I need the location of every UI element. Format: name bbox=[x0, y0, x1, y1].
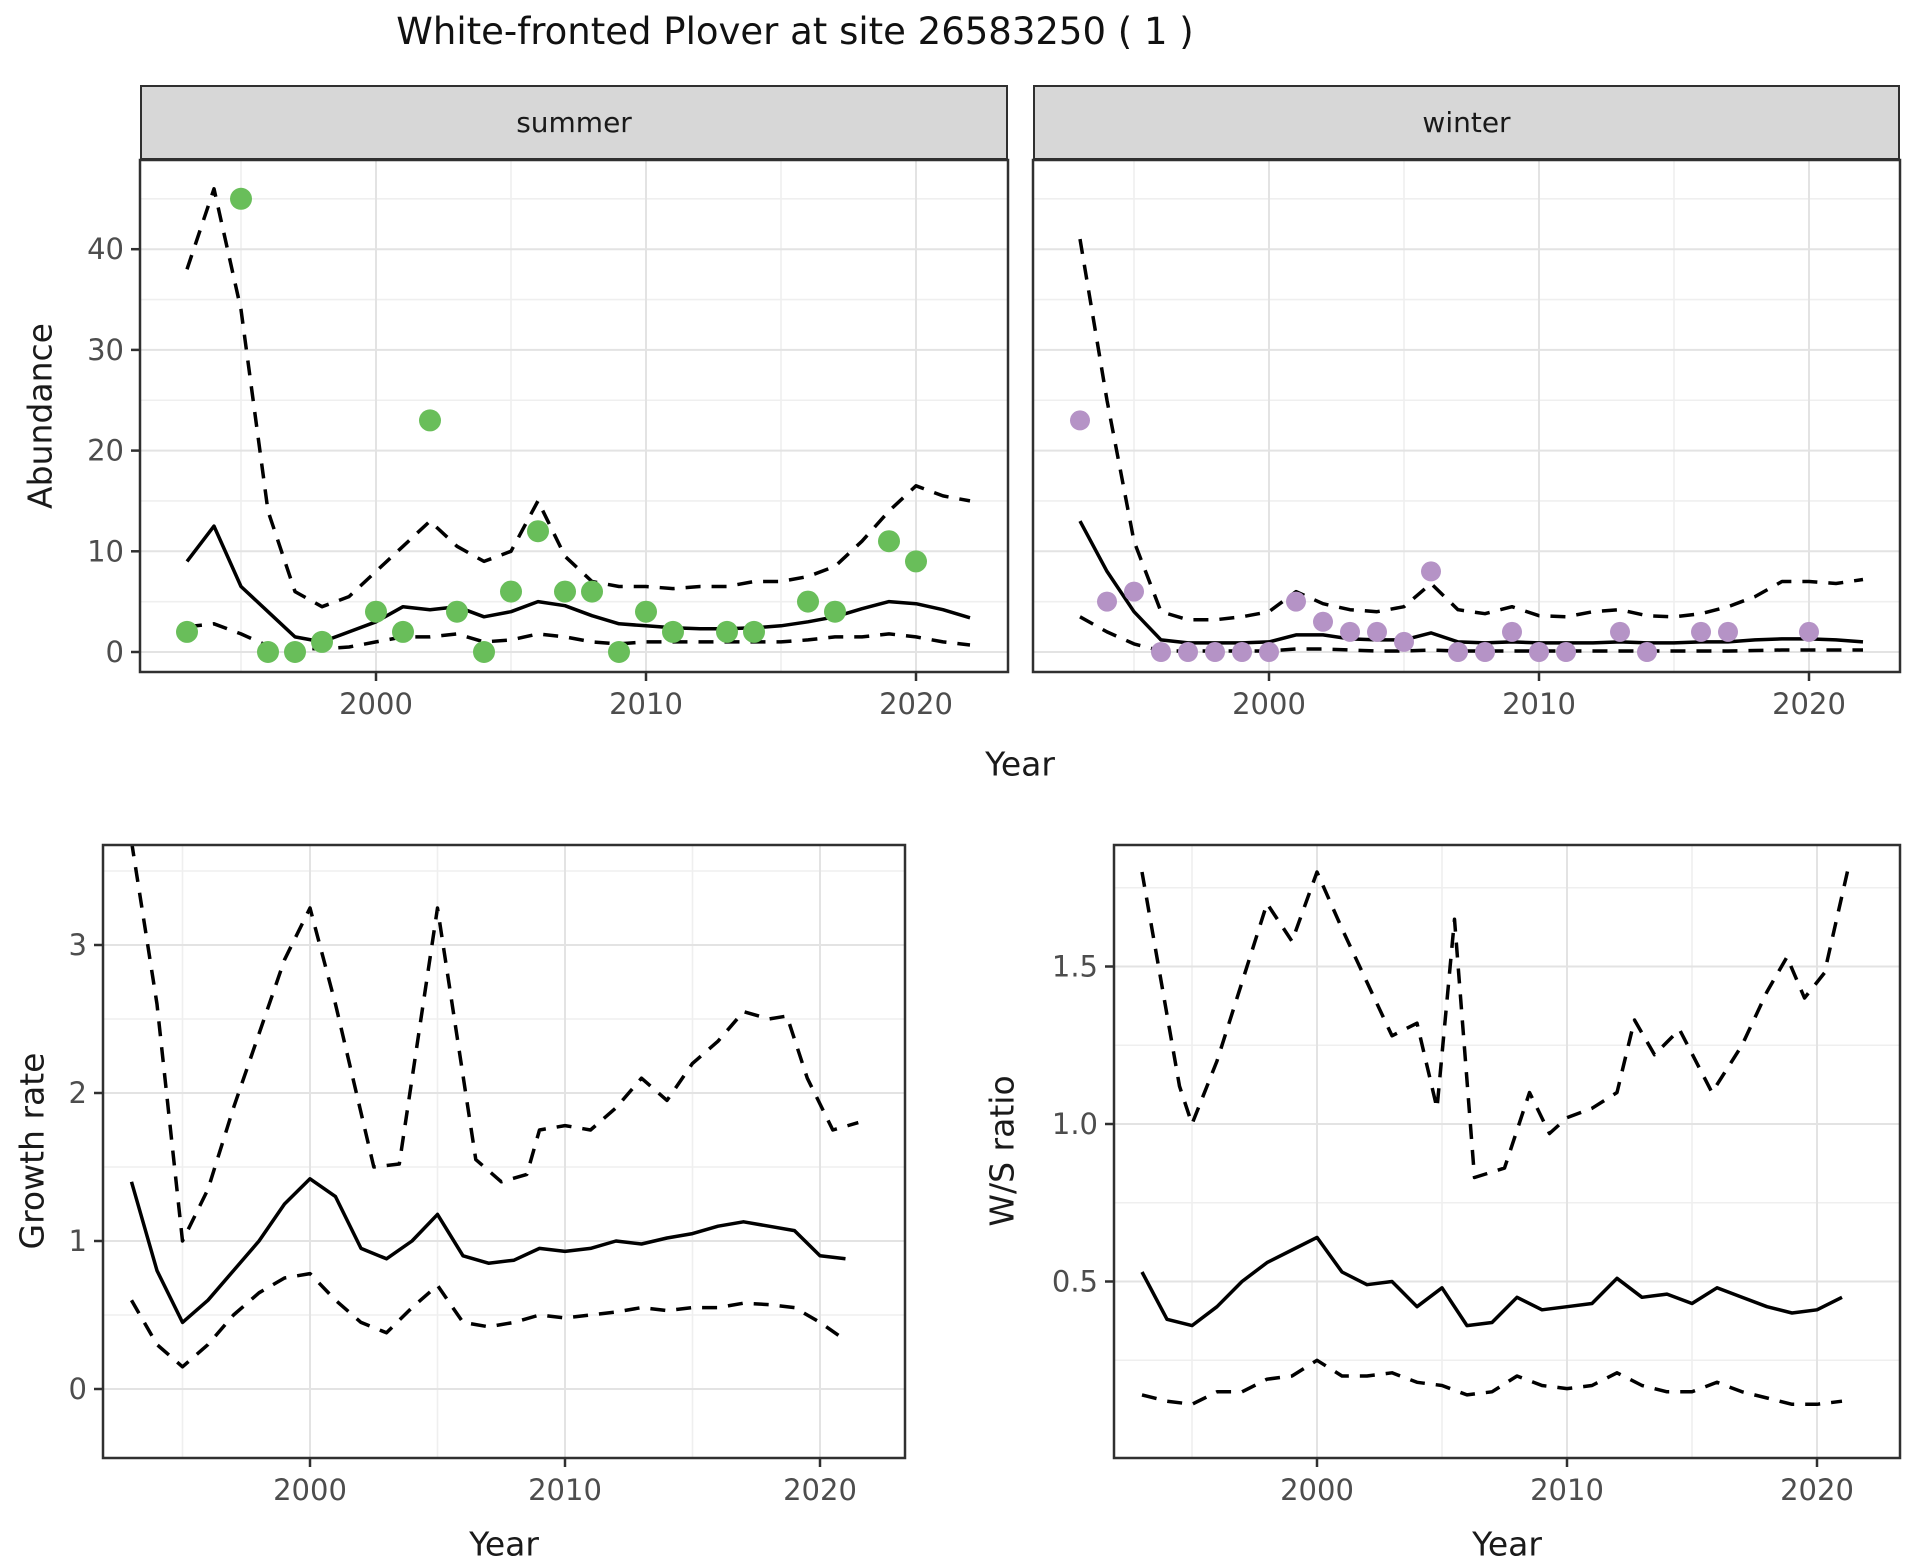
series-group bbox=[129, 845, 859, 1369]
y-tick-label: 0 bbox=[106, 635, 124, 669]
facet-strip-winter-label: winter bbox=[1422, 106, 1511, 139]
facet-strip-summer-label: summer bbox=[516, 106, 632, 139]
page-title: White-fronted Plover at site 26583250 ( … bbox=[396, 10, 1194, 53]
series-line-upper95 bbox=[1140, 862, 1852, 1180]
data-point-abundance_summer bbox=[662, 620, 684, 643]
panel-abundance_winter: 2000 2010 2020 bbox=[1031, 158, 1902, 721]
y-tick-label: 0 bbox=[69, 1372, 87, 1406]
data-point-abundance_winter bbox=[1718, 621, 1738, 642]
data-point-abundance_winter bbox=[1286, 591, 1306, 612]
y-tick-label: 3 bbox=[69, 928, 87, 962]
data-point-abundance_winter bbox=[1205, 642, 1225, 662]
y-tick-label: 1.0 bbox=[1052, 1107, 1098, 1141]
data-point-abundance_summer bbox=[311, 630, 333, 653]
data-point-abundance_winter bbox=[1448, 642, 1468, 662]
data-point-abundance_summer bbox=[176, 620, 198, 643]
data-point-abundance_summer bbox=[824, 600, 846, 623]
data-point-abundance_winter bbox=[1637, 642, 1657, 662]
series-line-mean bbox=[129, 1177, 846, 1325]
y-tick-label: 1 bbox=[69, 1224, 87, 1258]
x-tick-label: 2020 bbox=[879, 687, 953, 721]
data-point-abundance_winter bbox=[1367, 621, 1387, 642]
data-point-abundance_winter bbox=[1340, 621, 1360, 642]
series-line-upper95 bbox=[1078, 238, 1864, 622]
panel-border bbox=[1112, 843, 1902, 1460]
data-point-abundance_summer bbox=[743, 620, 765, 643]
data-point-abundance_summer bbox=[527, 520, 549, 543]
data-point-abundance_winter bbox=[1556, 642, 1576, 662]
data-point-abundance_summer bbox=[608, 641, 630, 663]
series-line-mean bbox=[1078, 520, 1864, 645]
data-point-abundance_winter bbox=[1799, 621, 1819, 642]
y-tick-label: 1.5 bbox=[1052, 950, 1098, 984]
data-point-abundance_winter bbox=[1259, 642, 1279, 662]
panel-border bbox=[101, 843, 907, 1460]
data-point-abundance_summer bbox=[635, 600, 657, 623]
panel-growth_rate: 2000 2010 2020 0 1 2 3 bbox=[69, 843, 907, 1507]
data-point-abundance_summer bbox=[257, 641, 279, 663]
panel-border bbox=[1031, 158, 1902, 674]
data-point-abundance_summer bbox=[392, 620, 414, 643]
data-point-abundance_winter bbox=[1178, 642, 1198, 662]
data-point-abundance_winter bbox=[1097, 591, 1117, 612]
x-tick-label: 2010 bbox=[528, 1473, 602, 1507]
y-tick-label: 20 bbox=[87, 434, 124, 468]
series-group bbox=[1140, 862, 1852, 1407]
data-point-abundance_winter bbox=[1502, 621, 1522, 642]
data-point-abundance_summer bbox=[473, 641, 495, 663]
data-point-abundance_winter bbox=[1529, 642, 1549, 662]
data-point-abundance_winter bbox=[1070, 410, 1090, 431]
y-tick-label: 0.5 bbox=[1052, 1265, 1098, 1299]
data-point-abundance_summer bbox=[365, 600, 387, 623]
x-axis-title-growth: Year bbox=[469, 1524, 539, 1560]
x-tick-label: 2010 bbox=[609, 687, 683, 721]
y-tick-label: 2 bbox=[69, 1076, 87, 1110]
data-point-abundance_winter bbox=[1421, 561, 1441, 582]
series-line-lower95 bbox=[1141, 1358, 1843, 1407]
x-tick-label: 2000 bbox=[1280, 1473, 1354, 1507]
data-point-abundance_summer bbox=[446, 600, 468, 623]
data-point-abundance_summer bbox=[797, 590, 819, 613]
y-tick-label: 40 bbox=[87, 232, 124, 266]
data-point-abundance_winter bbox=[1610, 621, 1630, 642]
data-point-abundance_winter bbox=[1475, 642, 1495, 662]
data-point-abundance_summer bbox=[500, 580, 522, 603]
x-tick-label: 2000 bbox=[273, 1473, 347, 1507]
x-tick-label: 2020 bbox=[1780, 1473, 1854, 1507]
panel-abundance_summer: 2000 2010 2020 0 10 20 30 40 bbox=[87, 158, 1010, 721]
data-point-abundance_winter bbox=[1232, 642, 1252, 662]
data-point-abundance_summer bbox=[230, 187, 252, 210]
data-point-abundance_summer bbox=[284, 641, 306, 663]
y-tick-label: 30 bbox=[87, 333, 124, 367]
data-point-abundance_summer bbox=[905, 550, 927, 573]
x-tick-label: 2010 bbox=[1530, 1473, 1604, 1507]
panel-border bbox=[138, 158, 1010, 674]
series-line-mean bbox=[1140, 1235, 1843, 1328]
data-point-abundance_winter bbox=[1394, 631, 1414, 652]
data-point-abundance_winter bbox=[1151, 642, 1171, 662]
series-line-upper95 bbox=[130, 845, 859, 1243]
series-line-upper95 bbox=[185, 187, 971, 609]
data-point-abundance_winter bbox=[1313, 611, 1333, 632]
data-point-abundance_summer bbox=[419, 409, 441, 432]
data-point-abundance_summer bbox=[554, 580, 576, 603]
data-point-abundance_winter bbox=[1124, 581, 1144, 602]
data-point-abundance_winter bbox=[1691, 621, 1711, 642]
x-axis-title-top: Year bbox=[985, 744, 1055, 784]
facet-strip-winter: winter bbox=[1033, 85, 1900, 160]
panel-ws_ratio: 2000 2010 2020 0.5 1.0 1.5 bbox=[1052, 843, 1902, 1507]
x-tick-label: 2020 bbox=[783, 1473, 857, 1507]
y-tick-label: 10 bbox=[87, 534, 124, 568]
x-tick-label: 2000 bbox=[1232, 687, 1306, 721]
data-point-abundance_summer bbox=[716, 620, 738, 643]
x-tick-label: 2000 bbox=[339, 687, 413, 721]
facet-strip-summer: summer bbox=[140, 85, 1008, 160]
x-tick-label: 2010 bbox=[1502, 687, 1576, 721]
data-point-abundance_summer bbox=[878, 530, 900, 553]
x-tick-label: 2020 bbox=[1772, 687, 1846, 721]
x-axis-title-ws: Year bbox=[1472, 1524, 1542, 1560]
data-point-abundance_summer bbox=[581, 580, 603, 603]
